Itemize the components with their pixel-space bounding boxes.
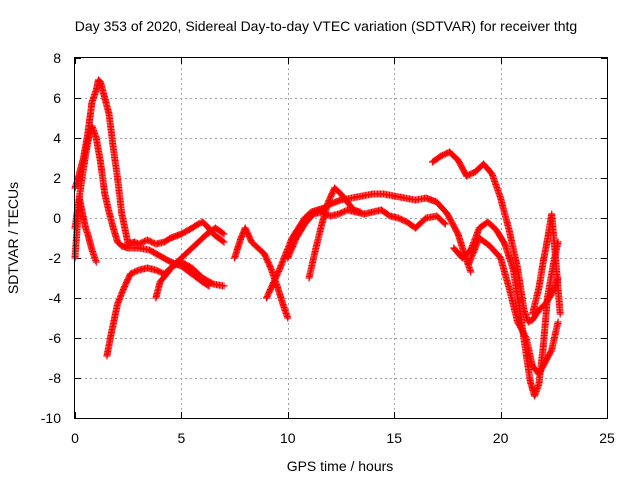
series-track-1 — [71, 76, 228, 248]
series-track-12 — [465, 234, 562, 378]
y-tick-label: 4 — [53, 130, 61, 146]
y-tick-labels: -10 -8 -6 -4 -2 0 2 4 6 8 — [41, 50, 61, 426]
y-tick-label: -4 — [49, 290, 62, 306]
data-point — [467, 268, 475, 276]
y-tick-label: -2 — [49, 250, 62, 266]
data-point — [220, 282, 228, 290]
y-tick-label: -10 — [41, 410, 61, 426]
data-point — [92, 133, 100, 140]
x-tick-label: 5 — [178, 430, 186, 446]
x-tick-label: 15 — [386, 430, 402, 446]
y-tick-label: -6 — [49, 330, 62, 346]
series-track-13 — [529, 210, 564, 318]
series-track-9 — [305, 184, 364, 282]
y-tick-label: 8 — [53, 50, 61, 66]
x-tick-labels: 0 5 10 15 20 25 — [71, 430, 615, 446]
series-track-4 — [103, 258, 228, 360]
data-point — [219, 237, 227, 245]
data-point — [220, 230, 228, 238]
series-track-7 — [263, 190, 475, 302]
series-track-3 — [71, 194, 100, 266]
y-tick-label: 0 — [53, 210, 61, 226]
series-track-8 — [284, 206, 449, 262]
data-point — [220, 238, 228, 246]
x-tick-label: 25 — [599, 430, 615, 446]
x-tick-label: 10 — [280, 430, 296, 446]
y-axis-label: SDTVAR / TECUs — [5, 182, 21, 294]
data-point — [554, 318, 562, 326]
data-series — [71, 76, 564, 400]
data-point — [440, 219, 448, 227]
data-point — [284, 314, 292, 322]
series-track-6 — [231, 224, 292, 322]
data-point — [556, 310, 564, 318]
data-point — [356, 208, 364, 216]
plot-frame — [74, 57, 608, 419]
x-tick-label: 20 — [493, 430, 509, 446]
data-point — [92, 258, 100, 266]
data-point — [534, 383, 542, 391]
x-axis-label: GPS time / hours — [287, 458, 394, 474]
chart-title: Day 353 of 2020, Sidereal Day-to-day VTE… — [75, 18, 577, 34]
grid — [75, 58, 607, 418]
y-tick-label: 6 — [53, 90, 61, 106]
x-tick-label: 0 — [71, 430, 79, 446]
series-track-2 — [71, 122, 213, 290]
data-point — [219, 229, 227, 237]
data-point — [531, 392, 539, 400]
series-track-5 — [152, 224, 228, 302]
data-point — [441, 220, 449, 228]
y-tick-label: 2 — [53, 170, 61, 186]
y-tick-label: -8 — [49, 370, 62, 386]
data-point — [92, 257, 100, 264]
